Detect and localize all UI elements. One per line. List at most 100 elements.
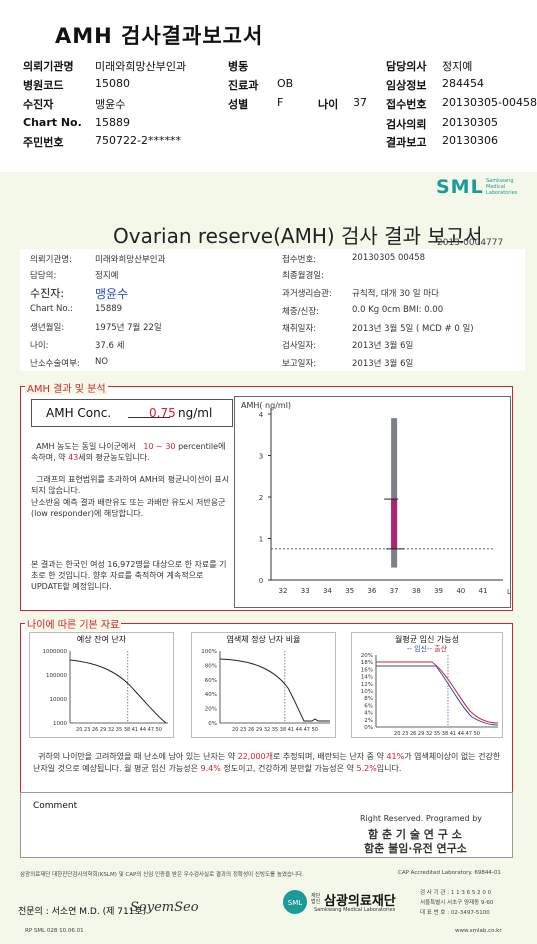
chart3-ytick-10: 0% xyxy=(364,725,373,731)
footer-address: 서울특별시 서초구 양재동 9-60 xyxy=(420,900,494,906)
footer-web: www.smlab.co.kr xyxy=(455,928,502,934)
header-label3-3: 검사의뢰 xyxy=(386,118,427,131)
header-label1-3: Chart No. xyxy=(23,116,82,129)
header-label1-4: 주민번호 xyxy=(23,136,64,149)
patient-left-label-5: 나이: xyxy=(30,341,49,351)
chart1-title: 예상 잔여 난자 xyxy=(76,635,127,644)
chart3-ytick-3: 14% xyxy=(361,675,373,681)
patient-left-label-1: 담당의: xyxy=(30,271,57,281)
comment-label: Comment xyxy=(33,801,78,811)
amh-section-title: AMH 결과 및 분석 xyxy=(25,380,108,395)
x-tick-label-7: 39 xyxy=(434,587,443,595)
chart1-curve xyxy=(69,659,167,724)
patient-right-label-0: 접수번호: xyxy=(282,255,317,265)
footer-reg: 검 사 기 관 : 1 1 3 6 5 2 0 0 xyxy=(420,890,492,896)
chart3-xticks: 20 23 26 29 32 35 38 41 44 47 50 xyxy=(394,731,480,737)
footer-code: RP SML 028 10.06.01 xyxy=(25,928,84,934)
age-range-bar xyxy=(391,418,398,568)
report-number: 2013-0004777 xyxy=(437,238,504,248)
amh-conc-unit: ng/ml xyxy=(178,406,213,420)
patient-right-value-5: 2013년 3월 6일 xyxy=(352,341,414,351)
age-data-section: 예상 잔여 난자 1000000 100000 10000 1000 20 23 26 … xyxy=(20,623,513,799)
chart3-ytick-4: 12% xyxy=(361,682,373,688)
footer-doctor: 전문의 : 서소연 M.D. (제 711호) xyxy=(18,907,147,917)
header-label1-2: 수진자 xyxy=(23,98,54,111)
patient-left-label-2: 수진자: xyxy=(30,287,65,300)
patient-left-value-5: 37.6 세 xyxy=(95,341,125,351)
amh-conc-value: 0.75 xyxy=(149,406,176,420)
patient-right-value-0: 20130305 00458 xyxy=(352,253,426,263)
patient-right-value-4: 2013년 3월 5일 ( MCD # 0 일) xyxy=(352,324,474,334)
patient-left-label-4: 생년월일: xyxy=(30,323,65,333)
amh-report-sheet: SML Samkwang Medical Laboratories Ovaria… xyxy=(0,172,537,944)
header-label2b-2: 나이 xyxy=(318,98,339,111)
patient-right-value-3: 0.0 Kg 0cm BMI: 0.00 xyxy=(352,305,444,315)
foundation-small: 재단 법인 xyxy=(311,893,321,905)
chart1-xticks: 20 23 26 29 32 35 38 41 44 47 50 xyxy=(76,727,162,733)
y-tick-label-0: 0 xyxy=(259,577,263,585)
chart2-ytick-5: 0% xyxy=(208,721,217,727)
header-label1-0: 의뢰기관명 xyxy=(23,60,74,73)
age-summary-text: 귀하의 나이만을 고려하였을 때 난소에 남아 있는 난자는 약 22,000개… xyxy=(33,752,501,773)
amh-age-chart: AMH( ng/ml)0123432333435363738394041나이 xyxy=(234,396,522,608)
chart2-curve xyxy=(219,658,330,722)
foundation-en: Samkwang Medical Laboratories xyxy=(314,907,396,913)
y-tick-label-2: 2 xyxy=(259,494,263,502)
comment-box: Comment xyxy=(20,792,513,858)
chart2-ytick-1: 80% xyxy=(205,663,217,669)
header-value2-2: F xyxy=(277,96,284,109)
x-tick-label-3: 35 xyxy=(345,587,354,595)
foundation-name: 삼광의료재단 xyxy=(324,894,396,909)
chart3-ytick-8: 4% xyxy=(364,711,373,717)
amh-data-note: 본 결과는 한국인 여성 16,972명을 대상으로 한 자료를 기초로 한 것… xyxy=(31,560,227,591)
header-value3-3: 20130305 xyxy=(442,116,498,129)
patient-left-value-3: 15889 xyxy=(95,304,123,314)
patient-right-label-2: 과거생리습관: xyxy=(282,289,332,299)
y-axis-label: AMH( ng/ml) xyxy=(241,401,291,410)
header-value1-4: 750722-2****** xyxy=(95,134,181,147)
chart3-ytick-1: 18% xyxy=(361,660,373,666)
amh-result-section: AMH Conc. 0.75 ng/ml AMH 농도는 동일 나이군에서 10… xyxy=(20,386,522,611)
chart3-ytick-9: 2% xyxy=(364,718,373,724)
header-value1-3: 15889 xyxy=(95,116,130,129)
chart2-ytick-0: 100% xyxy=(201,649,217,655)
patient-left-label-6: 난소수술여부: xyxy=(30,359,80,369)
x-tick-label-1: 33 xyxy=(301,587,310,595)
amh-interpretation-1: AMH 농도는 동일 나이군에서 10 ~ 30 percentile에 속하며… xyxy=(31,442,226,462)
chart3-birth-curve xyxy=(376,661,499,724)
amh-conc-box: AMH Conc. 0.75 ng/ml xyxy=(31,399,233,427)
chart1-ytick-0: 1000000 xyxy=(43,649,68,655)
patient-left-value-4: 1975년 7월 22일 xyxy=(95,323,162,333)
normal-egg-ratio-chart: 염색체 정상 난자 비율 100% 80% 60% 40% 20% 0% 20 23 26 … xyxy=(191,632,336,738)
chart2-ytick-3: 40% xyxy=(205,692,217,698)
pregnancy-chance-chart: 월평균 임신 가능성 -- 임신-- 출산 20% 18% 16% 14% 12% 10%… xyxy=(351,632,503,738)
patient-right-label-5: 검사일자: xyxy=(282,341,317,351)
x-axis-label: 나이 xyxy=(507,587,510,597)
report-title: Ovarian reserve(AMH) 검사 결과 보고서 xyxy=(113,224,483,248)
patient-left-label-3: Chart No.: xyxy=(30,304,74,314)
amh-conc-label: AMH Conc. xyxy=(46,406,112,420)
chart3-ytick-0: 20% xyxy=(361,653,373,659)
amh-interpretation-3: 난소반응 예측 결과 배란유도 또는 과배란 유도시 저반응군 (low res… xyxy=(31,498,226,518)
chart3-legend: -- 임신-- 출산 xyxy=(406,645,448,653)
header-label2-2: 성별 xyxy=(228,98,249,111)
y-tick-label-4: 4 xyxy=(259,411,264,419)
chart3-ytick-5: 10% xyxy=(361,689,373,695)
amh-interpretation-2: 그래프의 표현범위를 초과하여 AMH의 평균나이선이 표시되지 않습니다. xyxy=(31,475,230,495)
patient-right-label-3: 체중/신장: xyxy=(282,307,320,317)
chart1-ytick-3: 1000 xyxy=(53,721,67,727)
chart3-ytick-7: 6% xyxy=(364,703,373,709)
chart3-ytick-2: 16% xyxy=(361,667,373,673)
age-section-title: 나이에 따른 기본 자료 xyxy=(25,616,122,631)
patient-left-value-0: 미래와희망산부인과 xyxy=(95,255,166,265)
patient-left-value-6: NO xyxy=(95,357,109,367)
rights-line3: 함춘 불임·유전 연구소 xyxy=(364,842,467,855)
x-tick-label-5: 37 xyxy=(390,587,399,595)
patient-left-value-1: 정지예 xyxy=(95,271,119,281)
patient-left-label-0: 의뢰기관명: xyxy=(30,255,72,265)
patient-info-panel: 의뢰기관명: 미래와희망산부인과 담당의: 정지예 수진자: 맹윤수 Chart No.: 1… xyxy=(20,249,525,371)
patient-right-label-1: 최종월경일: xyxy=(282,271,324,281)
footer-cap: CAP Accredited Laboratory. 69844-01 xyxy=(398,870,501,876)
chart2-ytick-2: 60% xyxy=(205,678,217,684)
chart2-title: 염색체 정상 난자 비율 xyxy=(226,635,301,644)
